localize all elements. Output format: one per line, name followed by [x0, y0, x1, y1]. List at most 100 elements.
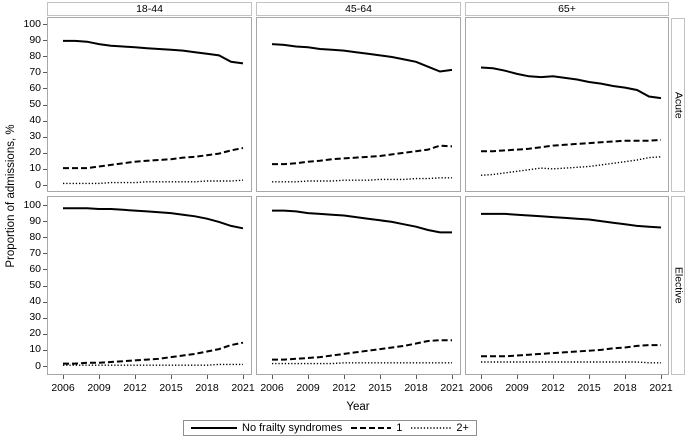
y-tick-label: 60 [29, 263, 41, 275]
x-tick-label: 2012 [332, 382, 356, 394]
y-tick-mark [43, 185, 47, 186]
y-tick-mark [43, 302, 47, 303]
y-tick-mark [43, 169, 47, 170]
facet-column-header-45-64: 45-64 [256, 2, 461, 16]
facet-column-header-65plus: 65+ [465, 2, 669, 16]
panel-plot-area [481, 212, 662, 364]
series-line-solid [271, 43, 453, 73]
x-tick-mark [452, 375, 453, 379]
series-line-dashed [63, 147, 244, 170]
y-tick-mark [43, 153, 47, 154]
series-line-dashed [272, 339, 452, 361]
y-tick-label: 20 [29, 327, 41, 339]
panel-plot-area [480, 66, 662, 176]
x-tick-mark [135, 375, 136, 379]
facet-row-label: Acute [672, 91, 685, 119]
y-tick-label: 80 [29, 50, 41, 62]
x-tick-mark [308, 375, 309, 379]
y-tick-label: 80 [29, 231, 41, 243]
x-tick-label: 2018 [195, 382, 219, 394]
legend-item-dotted: 2+ [411, 422, 469, 434]
x-tick-mark [243, 375, 244, 379]
x-tick-mark [272, 375, 273, 379]
facet-row-header-elective: Elective [671, 196, 685, 375]
y-tick-label: 30 [29, 130, 41, 142]
legend: No frailty syndromes 1 2+ [183, 420, 477, 436]
facet-column-label: 18-44 [136, 2, 163, 15]
series-line-solid [63, 207, 244, 230]
legend-item-dashed: 1 [351, 422, 402, 434]
y-tick-mark [43, 205, 47, 206]
x-tick-mark [380, 375, 381, 379]
y-tick-label: 20 [29, 146, 41, 158]
legend-label: 2+ [456, 422, 469, 434]
y-tick-mark [43, 72, 47, 73]
y-tick-label: 70 [29, 247, 41, 259]
y-tick-label: 100 [23, 18, 41, 30]
x-tick-label: 2015 [577, 382, 601, 394]
series-line-dotted [63, 363, 243, 366]
x-tick-label: 2009 [296, 382, 320, 394]
y-tick-label: 50 [29, 98, 41, 110]
y-tick-mark [43, 253, 47, 254]
y-tick-mark [43, 334, 47, 335]
series-line-dashed [272, 144, 453, 166]
y-tick-mark [43, 40, 47, 41]
x-tick-mark [589, 375, 590, 379]
legend-line-swatch-solid [191, 427, 237, 429]
panel-plot-area [272, 209, 452, 365]
y-tick-mark [43, 56, 47, 57]
x-tick-label: 2006 [260, 382, 284, 394]
y-tick-mark [43, 221, 47, 222]
x-tick-label: 2015 [159, 382, 183, 394]
series-line-solid [480, 66, 662, 100]
y-tick-label: 10 [29, 162, 41, 174]
x-tick-mark [553, 375, 554, 379]
panel-65+-elective [465, 196, 669, 375]
y-tick-label: 40 [29, 114, 41, 126]
y-tick-mark [43, 318, 47, 319]
x-tick-label: 2021 [231, 382, 255, 394]
y-tick-mark [43, 366, 47, 367]
x-tick-mark [344, 375, 345, 379]
y-tick-mark [43, 137, 47, 138]
x-tick-label: 2012 [123, 382, 147, 394]
facet-column-header-18-44: 18-44 [47, 2, 252, 16]
y-tick-label: 0 [35, 179, 41, 191]
y-tick-label: 90 [29, 215, 41, 227]
x-tick-label: 2012 [541, 382, 565, 394]
y-tick-label: 100 [23, 199, 41, 211]
x-tick-mark [517, 375, 518, 379]
legend-line-swatch-dashed [351, 427, 392, 429]
legend-label: No frailty syndromes [242, 422, 343, 434]
x-tick-mark [661, 375, 662, 379]
facet-row-header-acute: Acute [671, 18, 685, 192]
y-tick-mark [43, 237, 47, 238]
legend-line-swatch-dotted [411, 427, 452, 429]
y-tick-label: 60 [29, 82, 41, 94]
series-line-dotted [63, 179, 244, 185]
legend-label: 1 [396, 422, 403, 434]
y-tick-mark [43, 286, 47, 287]
x-tick-label: 2021 [649, 382, 673, 394]
series-line-dotted [481, 361, 661, 364]
series-line-dashed [481, 344, 661, 358]
series-line-dotted [272, 362, 452, 365]
facet-row-label: Elective [672, 267, 685, 304]
legend-item-solid: No frailty syndromes [191, 422, 342, 434]
panel-18-44-elective [47, 196, 252, 375]
panel-45-64-elective [256, 196, 461, 375]
y-tick-label: 10 [29, 343, 41, 355]
y-tick-mark [43, 269, 47, 270]
series-line-dotted [480, 156, 662, 176]
x-tick-mark [481, 375, 482, 379]
y-tick-mark [43, 350, 47, 351]
y-tick-mark [43, 24, 47, 25]
panel-plot-area [271, 43, 453, 183]
x-tick-mark [171, 375, 172, 379]
y-tick-label: 90 [29, 34, 41, 46]
x-tick-label: 2009 [87, 382, 111, 394]
x-tick-label: 2006 [51, 382, 75, 394]
series-line-dotted [272, 177, 452, 183]
